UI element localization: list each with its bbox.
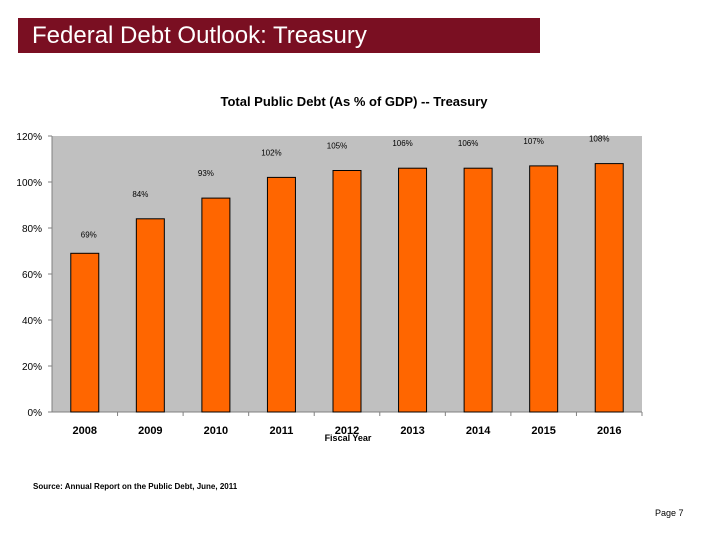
x-tick-label-2016: 2016 xyxy=(597,425,621,437)
page-number: Page 7 xyxy=(655,508,684,518)
source-note: Source: Annual Report on the Public Debt… xyxy=(33,482,238,491)
data-label-2015: 107% xyxy=(523,137,543,146)
x-tick-label-2008: 2008 xyxy=(73,425,97,437)
y-tick-label: 40% xyxy=(22,316,42,327)
y-tick-label: 80% xyxy=(22,224,42,235)
x-tick-label-2015: 2015 xyxy=(531,425,555,437)
bar-2010 xyxy=(201,197,231,413)
data-label-2010: 93% xyxy=(198,169,214,178)
x-tick-label-2010: 2010 xyxy=(204,425,228,437)
y-tick-label: 120% xyxy=(16,132,42,143)
data-label-2009: 84% xyxy=(132,190,148,199)
chart-svg: Total Public Debt (As % of GDP) -- Treas… xyxy=(16,94,643,443)
header-banner: Federal Debt Outlook: Treasury xyxy=(18,18,540,53)
x-tick-label-2009: 2009 xyxy=(138,425,162,437)
bar-2008 xyxy=(70,252,100,413)
data-label-2014: 106% xyxy=(458,139,478,148)
data-label-2008: 69% xyxy=(81,230,97,239)
bar-2016 xyxy=(594,163,624,413)
x-tick-label-2014: 2014 xyxy=(466,425,491,437)
bar-2012 xyxy=(332,170,362,413)
bar-2015 xyxy=(529,165,559,413)
y-tick-label: 60% xyxy=(22,270,42,281)
y-tick-label: 100% xyxy=(16,178,42,189)
bar-2013 xyxy=(398,167,428,413)
x-axis-title: Fiscal Year xyxy=(325,433,372,443)
bar-2014 xyxy=(463,167,493,413)
y-tick-label: 20% xyxy=(22,362,42,373)
y-tick-label: 0% xyxy=(28,408,43,419)
data-label-2013: 106% xyxy=(392,139,412,148)
data-label-2012: 105% xyxy=(327,142,347,151)
x-tick-label-2012: 2012 xyxy=(335,425,359,437)
debt-bar-chart: Total Public Debt (As % of GDP) -- Treas… xyxy=(0,84,720,464)
bar-2009 xyxy=(135,218,165,413)
data-label-2011: 102% xyxy=(261,148,281,157)
bar-2011 xyxy=(266,176,296,413)
x-tick-label-2013: 2013 xyxy=(400,425,424,437)
page-title: Federal Debt Outlook: Treasury xyxy=(32,22,367,49)
chart-title: Total Public Debt (As % of GDP) -- Treas… xyxy=(220,94,488,109)
data-label-2016: 108% xyxy=(589,135,609,144)
x-tick-label-2011: 2011 xyxy=(270,425,294,437)
